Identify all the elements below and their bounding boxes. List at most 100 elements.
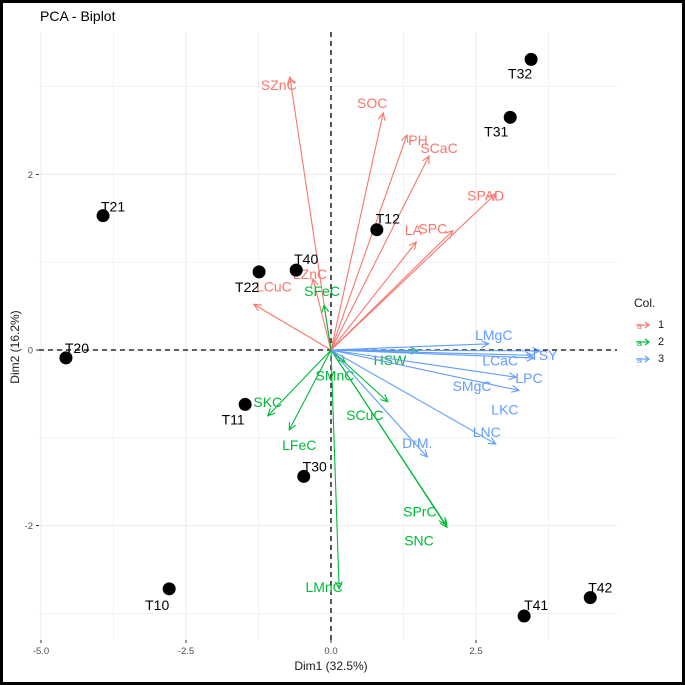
variable-label: SZnC (261, 77, 297, 93)
variable-arrow-scuc: SCuC (330, 349, 389, 423)
variable-label: SPC (418, 221, 447, 237)
variable-label: PH (408, 132, 427, 148)
point-t40: T40 (289, 251, 318, 277)
variable-label: LCuC (256, 278, 292, 294)
variable-label: LCaC (482, 352, 518, 368)
variable-label: LMnC (305, 579, 342, 595)
point-label: T20 (65, 340, 89, 356)
point-marker (96, 209, 110, 223)
point-label: T30 (303, 458, 327, 474)
point-t11: T11 (222, 397, 252, 427)
arrow-head (526, 353, 536, 362)
variable-arrow-spc: SPC (330, 221, 454, 351)
arrow-shaft (330, 112, 384, 351)
point-t20: T20 (59, 340, 89, 365)
variable-arrow-lmnc: LMnC (305, 349, 343, 595)
x-axis-label: Dim1 (32.5%) (294, 659, 368, 673)
reference-lines (39, 32, 617, 640)
point-t32: T32 (508, 52, 538, 81)
point-label: T11 (222, 411, 245, 427)
arrow-shaft (330, 349, 448, 528)
x-tick-label: -2.5 (178, 646, 194, 657)
svg-text:a: a (637, 355, 642, 365)
variable-label: SOC (357, 95, 387, 111)
arrow-shaft (330, 155, 430, 351)
point-marker (238, 397, 252, 411)
arrow-shaft (330, 349, 520, 391)
variable-label: SKC (253, 394, 282, 410)
variable-arrow-la: LA (330, 222, 423, 351)
arrow-shaft (323, 305, 332, 351)
arrow-head (334, 581, 343, 591)
x-tick-label: -5.0 (33, 646, 49, 657)
legend-key-icon: a (636, 321, 650, 331)
point-label: T31 (484, 123, 508, 139)
point-t12: T12 (370, 211, 400, 237)
variable-arrow-soc: SOC (330, 95, 387, 351)
arrow-head (377, 111, 386, 121)
point-marker (517, 609, 531, 623)
y-tick-label: 0 (28, 346, 33, 357)
variable-arrow-drm: DrM. (330, 349, 432, 459)
point-marker (370, 223, 384, 237)
arrow-head (439, 519, 448, 529)
arrow-head (487, 437, 497, 445)
x-tick-label: 0.0 (324, 646, 337, 657)
arrow-shaft (267, 349, 332, 417)
axis-ticks: -5.0 -2.5 0.0 2.5 -2 0 2 (25, 170, 483, 657)
arrow-shaft (330, 193, 497, 351)
variable-label: SPrC (403, 504, 436, 520)
point-label: T22 (235, 279, 259, 295)
arrow-head (422, 154, 430, 164)
variable-arrow-lkc: LKC (330, 349, 521, 417)
legend-key-icon: a (636, 355, 650, 365)
variable-arrow-tsy: TSY (330, 346, 558, 363)
arrow-head (508, 372, 518, 381)
arrow-shaft (330, 349, 389, 403)
point-marker (297, 469, 311, 483)
variable-label: HSW (374, 352, 407, 368)
arrow-shaft (330, 349, 496, 445)
variable-arrow-snc: SNC (330, 349, 448, 548)
point-label: T21 (101, 199, 125, 215)
arrow-shaft (330, 230, 454, 351)
point-label: T40 (294, 251, 318, 267)
point-t10: T10 (145, 582, 176, 613)
arrow-shaft (330, 349, 517, 378)
point-t41: T41 (517, 597, 548, 623)
point-marker (524, 52, 538, 66)
arrow-shaft (330, 349, 340, 589)
arrow-head (266, 408, 276, 417)
arrow-head (511, 385, 521, 393)
legend-label: 3 (658, 352, 665, 365)
point-marker (252, 265, 266, 279)
individual-points: T32 T31 T21 T12 T40 T22 T20 T11 T30 T10 T41 T42 (59, 52, 613, 623)
variable-label: SNC (404, 532, 434, 548)
y-tick-label: -2 (25, 521, 33, 532)
variable-label: LA (405, 222, 423, 238)
arrow-head (310, 277, 319, 287)
arrow-head (400, 133, 409, 143)
arrow-head (380, 394, 389, 403)
arrow-head (445, 229, 454, 239)
arrow-head (487, 192, 497, 202)
arrow-head (288, 421, 296, 432)
arrow-shaft (330, 349, 540, 352)
legend-label: 1 (658, 318, 665, 331)
variable-label: DrM. (402, 435, 432, 451)
svg-text:a: a (637, 321, 642, 331)
arrow-head (286, 75, 295, 85)
point-marker (59, 351, 73, 365)
variable-arrow-lfec: LFeC (282, 349, 332, 453)
point-marker (162, 582, 176, 596)
arrow-shaft (330, 134, 408, 351)
y-tick-label: 2 (28, 170, 33, 181)
variable-label: SPAD (467, 188, 504, 204)
variable-arrow-skc: SKC (253, 349, 332, 417)
point-label: T41 (524, 597, 548, 613)
